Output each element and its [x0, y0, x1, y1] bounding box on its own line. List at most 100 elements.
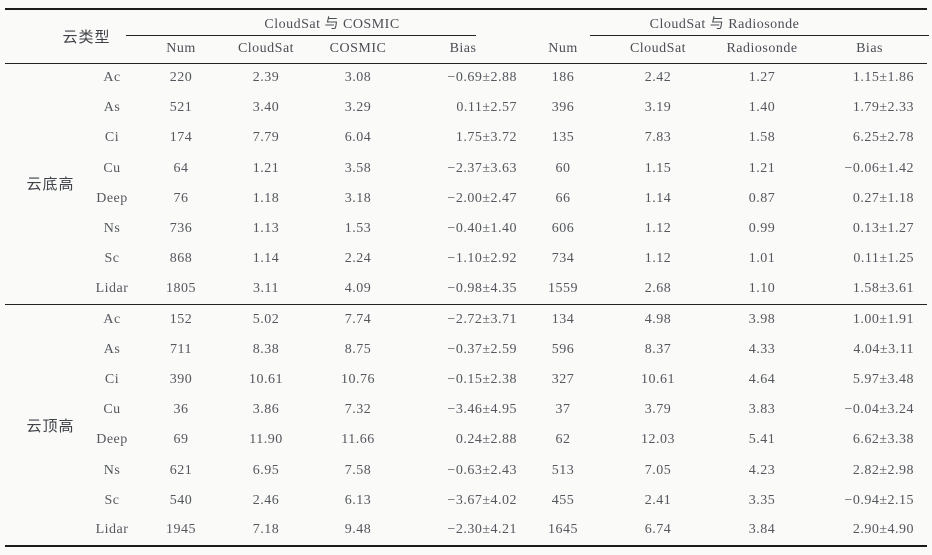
table-row: Deep 76 1.18 3.18 −2.00±2.47 66 1.14 0.87 0.27±1…	[5, 184, 927, 214]
value-cell: −0.06±1.42	[844, 160, 915, 176]
value-cell: 9.48	[344, 522, 372, 538]
cloudsat-radiosonde-group-header: CloudSat 与 Radiosonde	[522, 9, 930, 36]
value-cell: 10.61	[641, 371, 676, 387]
value-cell: 0.27±1.18	[852, 190, 915, 206]
col-header-cloudsat-1: CloudSat	[220, 36, 313, 64]
value-cell: −0.98±4.35	[447, 281, 518, 297]
value-cell: 711	[170, 341, 192, 357]
value-cell: 1.14	[644, 190, 672, 206]
value-cell: 606	[551, 221, 575, 237]
table-body: 云底高 Ac 220 2.39 3.08 −0.69±2.88 186 2.42 1.27 1.1…	[5, 63, 928, 546]
value-cell: 2.82±2.98	[852, 462, 915, 478]
value-cell: 3.35	[748, 492, 776, 508]
value-cell: 6.13	[344, 492, 372, 508]
value-cell: 1.00±1.91	[812, 303, 928, 335]
table-row: As 521 3.40 3.29 0.11±2.57 396 3.19 1.40 1.79±2.…	[5, 93, 927, 123]
value-cell: 1945	[166, 522, 197, 538]
cloud-type-cell: As	[103, 100, 121, 116]
value-cell: 10.76	[341, 371, 376, 387]
value-cell: 3.79	[644, 402, 672, 418]
col-header-cloudsat-2: CloudSat	[604, 36, 713, 64]
value-cell: 521	[169, 100, 193, 116]
value-cell: −3.46±4.95	[447, 402, 518, 418]
value-cell: 134	[522, 303, 605, 335]
value-cell: 3.84	[748, 522, 776, 538]
value-cell: 7.05	[644, 462, 672, 478]
cloud-type-cell: Cu	[103, 402, 121, 418]
value-cell: 4.09	[344, 281, 372, 297]
value-cell: 1.10	[748, 281, 776, 297]
value-cell: 3.29	[344, 100, 372, 116]
value-cell: 1.01	[748, 251, 776, 267]
value-cell: 1.75±3.72	[455, 130, 518, 146]
value-cell: 7.58	[344, 462, 372, 478]
value-cell: 1.12	[644, 251, 672, 267]
value-cell: 66	[555, 190, 571, 206]
table-row: Cu 36 3.86 7.32 −3.46±4.95 37 3.79 3.83 −0.04±3.…	[5, 395, 927, 425]
value-cell: −0.37±2.59	[447, 341, 518, 357]
row-group-label: 云顶高	[5, 304, 90, 546]
table-row: 云顶高 Ac 152 5.02 7.74 −2.72±3.71 134 4.98 3.98 1.0…	[5, 303, 928, 546]
value-cell: 0.11±1.25	[853, 251, 915, 267]
value-cell: 37	[555, 402, 571, 418]
value-cell: −0.94±2.15	[844, 492, 915, 508]
value-cell: 7.83	[644, 130, 672, 146]
value-cell: 1805	[166, 281, 197, 297]
value-cell: 8.75	[344, 341, 372, 357]
cloud-height-comparison-table: 云类型 CloudSat 与 COSMIC CloudSat 与 Radioso…	[5, 8, 930, 547]
value-cell: 11.66	[341, 432, 375, 448]
value-cell: 3.18	[344, 190, 372, 206]
col-header-radiosonde: Radiosonde	[712, 36, 813, 64]
table-row: Ns 621 6.95 7.58 −0.63±2.43 513 7.05 4.23 2.82±2…	[5, 455, 927, 485]
value-cell: 152	[142, 303, 221, 335]
value-cell: 3.58	[344, 160, 372, 176]
value-cell: 4.33	[748, 341, 776, 357]
value-cell: 0.99	[748, 221, 776, 237]
value-cell: 0.24±2.88	[455, 432, 518, 448]
value-cell: 5.41	[748, 432, 776, 448]
value-cell: 62	[555, 432, 571, 448]
value-cell: 3.98	[712, 303, 813, 335]
value-cell: 6.95	[252, 462, 280, 478]
table-row: Cu 64 1.21 3.58 −2.37±3.63 60 1.15 1.21 −0.06±1.…	[5, 154, 927, 184]
value-cell: 513	[551, 462, 575, 478]
value-cell: 36	[173, 402, 189, 418]
value-cell: 1.18	[252, 190, 280, 206]
value-cell: 596	[551, 341, 575, 357]
value-cell: 76	[173, 190, 189, 206]
value-cell: 540	[169, 492, 193, 508]
value-cell: 0.87	[748, 190, 776, 206]
col-header-bias-1: Bias	[404, 36, 523, 64]
value-cell: 1.12	[644, 221, 672, 237]
col-header-num-2: Num	[522, 36, 605, 64]
value-cell: 1.40	[748, 100, 776, 116]
value-cell: 8.38	[252, 341, 280, 357]
value-cell: −3.67±4.02	[447, 492, 518, 508]
value-cell: 1.21	[252, 160, 280, 176]
value-cell: 734	[551, 251, 575, 267]
value-cell: −2.00±2.47	[447, 190, 518, 206]
value-cell: 10.61	[249, 371, 284, 387]
cloud-type-cell: Lidar	[95, 281, 129, 297]
value-cell: 1645	[548, 522, 579, 538]
value-cell: 174	[169, 130, 193, 146]
value-cell: −0.15±2.38	[447, 371, 518, 387]
value-cell: 1.79±2.33	[852, 100, 915, 116]
value-cell: 4.04±3.11	[853, 341, 915, 357]
value-cell: 2.68	[644, 281, 672, 297]
col-header-num-1: Num	[142, 36, 221, 64]
value-cell: −0.63±2.43	[447, 462, 518, 478]
table-row: Sc 868 1.14 2.24 −1.10±2.92 734 1.12 1.01 0.11±1…	[5, 244, 927, 274]
value-cell: 7.18	[252, 522, 280, 538]
cloud-type-cell: Deep	[96, 190, 128, 206]
value-cell: 4.64	[748, 371, 776, 387]
cloud-type-cell: Ci	[104, 130, 120, 146]
table-row: Lidar 1805 3.11 4.09 −0.98±4.35 1559 2.68 1.10 1…	[5, 274, 927, 304]
sub-header-row: Num CloudSat COSMIC Bias Num CloudSat Ra…	[5, 36, 928, 64]
value-cell: 69	[173, 432, 189, 448]
value-cell: 2.46	[252, 492, 280, 508]
value-cell: 4.98	[604, 303, 713, 335]
value-cell: 1.21	[748, 160, 776, 176]
value-cell: −0.04±3.24	[844, 402, 915, 418]
